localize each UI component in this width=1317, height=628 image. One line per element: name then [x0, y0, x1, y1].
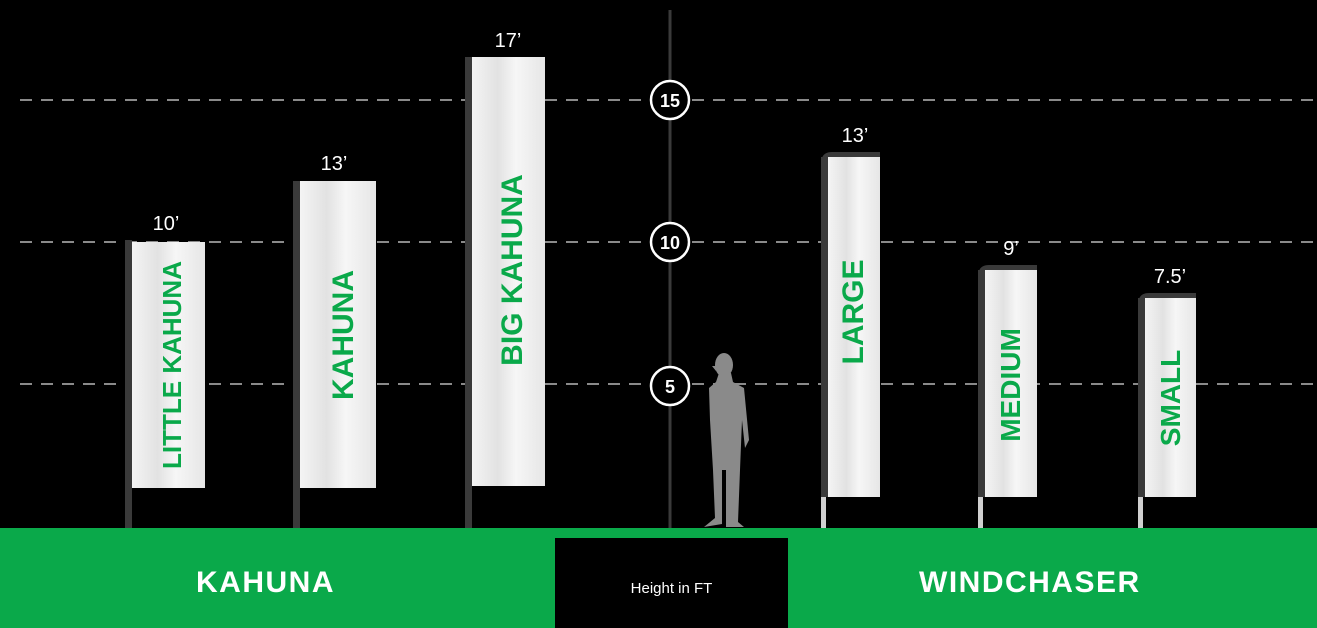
- flag-big-kahuna: BIG KAHUNA 17’: [465, 30, 545, 528]
- flag-medium-pole-base: [978, 497, 983, 528]
- flag-large-label: LARGE: [837, 260, 870, 365]
- flag-big-kahuna-panel: [472, 57, 545, 486]
- flag-little-kahuna-panel: [132, 242, 205, 488]
- flag-small-label: SMALL: [1155, 350, 1186, 446]
- flag-small-height: 7.5’: [1154, 266, 1186, 288]
- flag-medium-label: MEDIUM: [995, 328, 1026, 442]
- scale-tick-15: 15: [649, 79, 691, 121]
- unit-box: [555, 538, 788, 628]
- flag-little-kahuna-pole: [125, 240, 132, 528]
- flag-medium-arm: [979, 265, 1037, 271]
- scale-tick-10-label: 10: [660, 233, 680, 253]
- flag-small-arm: [1139, 293, 1196, 299]
- flag-large: LARGE 13’: [821, 125, 880, 528]
- flag-small-panel: [1145, 298, 1196, 497]
- gridlines: [20, 99, 1317, 385]
- windchaser-group-title: WINDCHASER: [919, 566, 1141, 599]
- flag-large-pole-top: [821, 157, 828, 497]
- flag-large-arm: [822, 152, 880, 158]
- kahuna-group-title: KAHUNA: [196, 566, 335, 599]
- flag-kahuna-label: KAHUNA: [327, 270, 360, 400]
- scale-tick-15-label: 15: [660, 91, 680, 111]
- scale-tick-10: 10: [649, 221, 691, 263]
- flag-kahuna-pole: [293, 181, 300, 528]
- flag-medium-pole-top: [978, 270, 985, 497]
- flag-medium-height: 9’: [1003, 238, 1019, 260]
- flag-big-kahuna-height: 17’: [495, 30, 522, 52]
- flag-large-pole-base: [821, 497, 826, 528]
- flag-big-kahuna-pole: [465, 57, 472, 528]
- scale-tick-5-label: 5: [665, 377, 675, 397]
- flag-kahuna: KAHUNA 13’: [293, 153, 376, 528]
- flag-small-pole-top: [1138, 298, 1145, 497]
- flag-large-panel: [828, 157, 880, 497]
- flag-kahuna-height: 13’: [321, 153, 348, 175]
- flag-medium: MEDIUM 9’: [978, 238, 1037, 528]
- person-silhouette: [704, 353, 749, 527]
- scale-tick-5: 5: [649, 365, 691, 407]
- flag-kahuna-panel: [300, 181, 376, 488]
- unit-label: Height in FT: [630, 580, 713, 597]
- flag-little-kahuna-height: 10’: [153, 213, 180, 235]
- flag-large-height: 13’: [842, 125, 869, 147]
- flag-little-kahuna: LITTLE KAHUNA 10’: [125, 213, 205, 528]
- flag-small-pole-base: [1138, 497, 1143, 528]
- flag-medium-panel: [985, 270, 1037, 497]
- flag-small: SMALL 7.5’: [1138, 266, 1196, 528]
- flag-little-kahuna-label: LITTLE KAHUNA: [157, 261, 187, 469]
- flag-big-kahuna-label: BIG KAHUNA: [496, 174, 529, 366]
